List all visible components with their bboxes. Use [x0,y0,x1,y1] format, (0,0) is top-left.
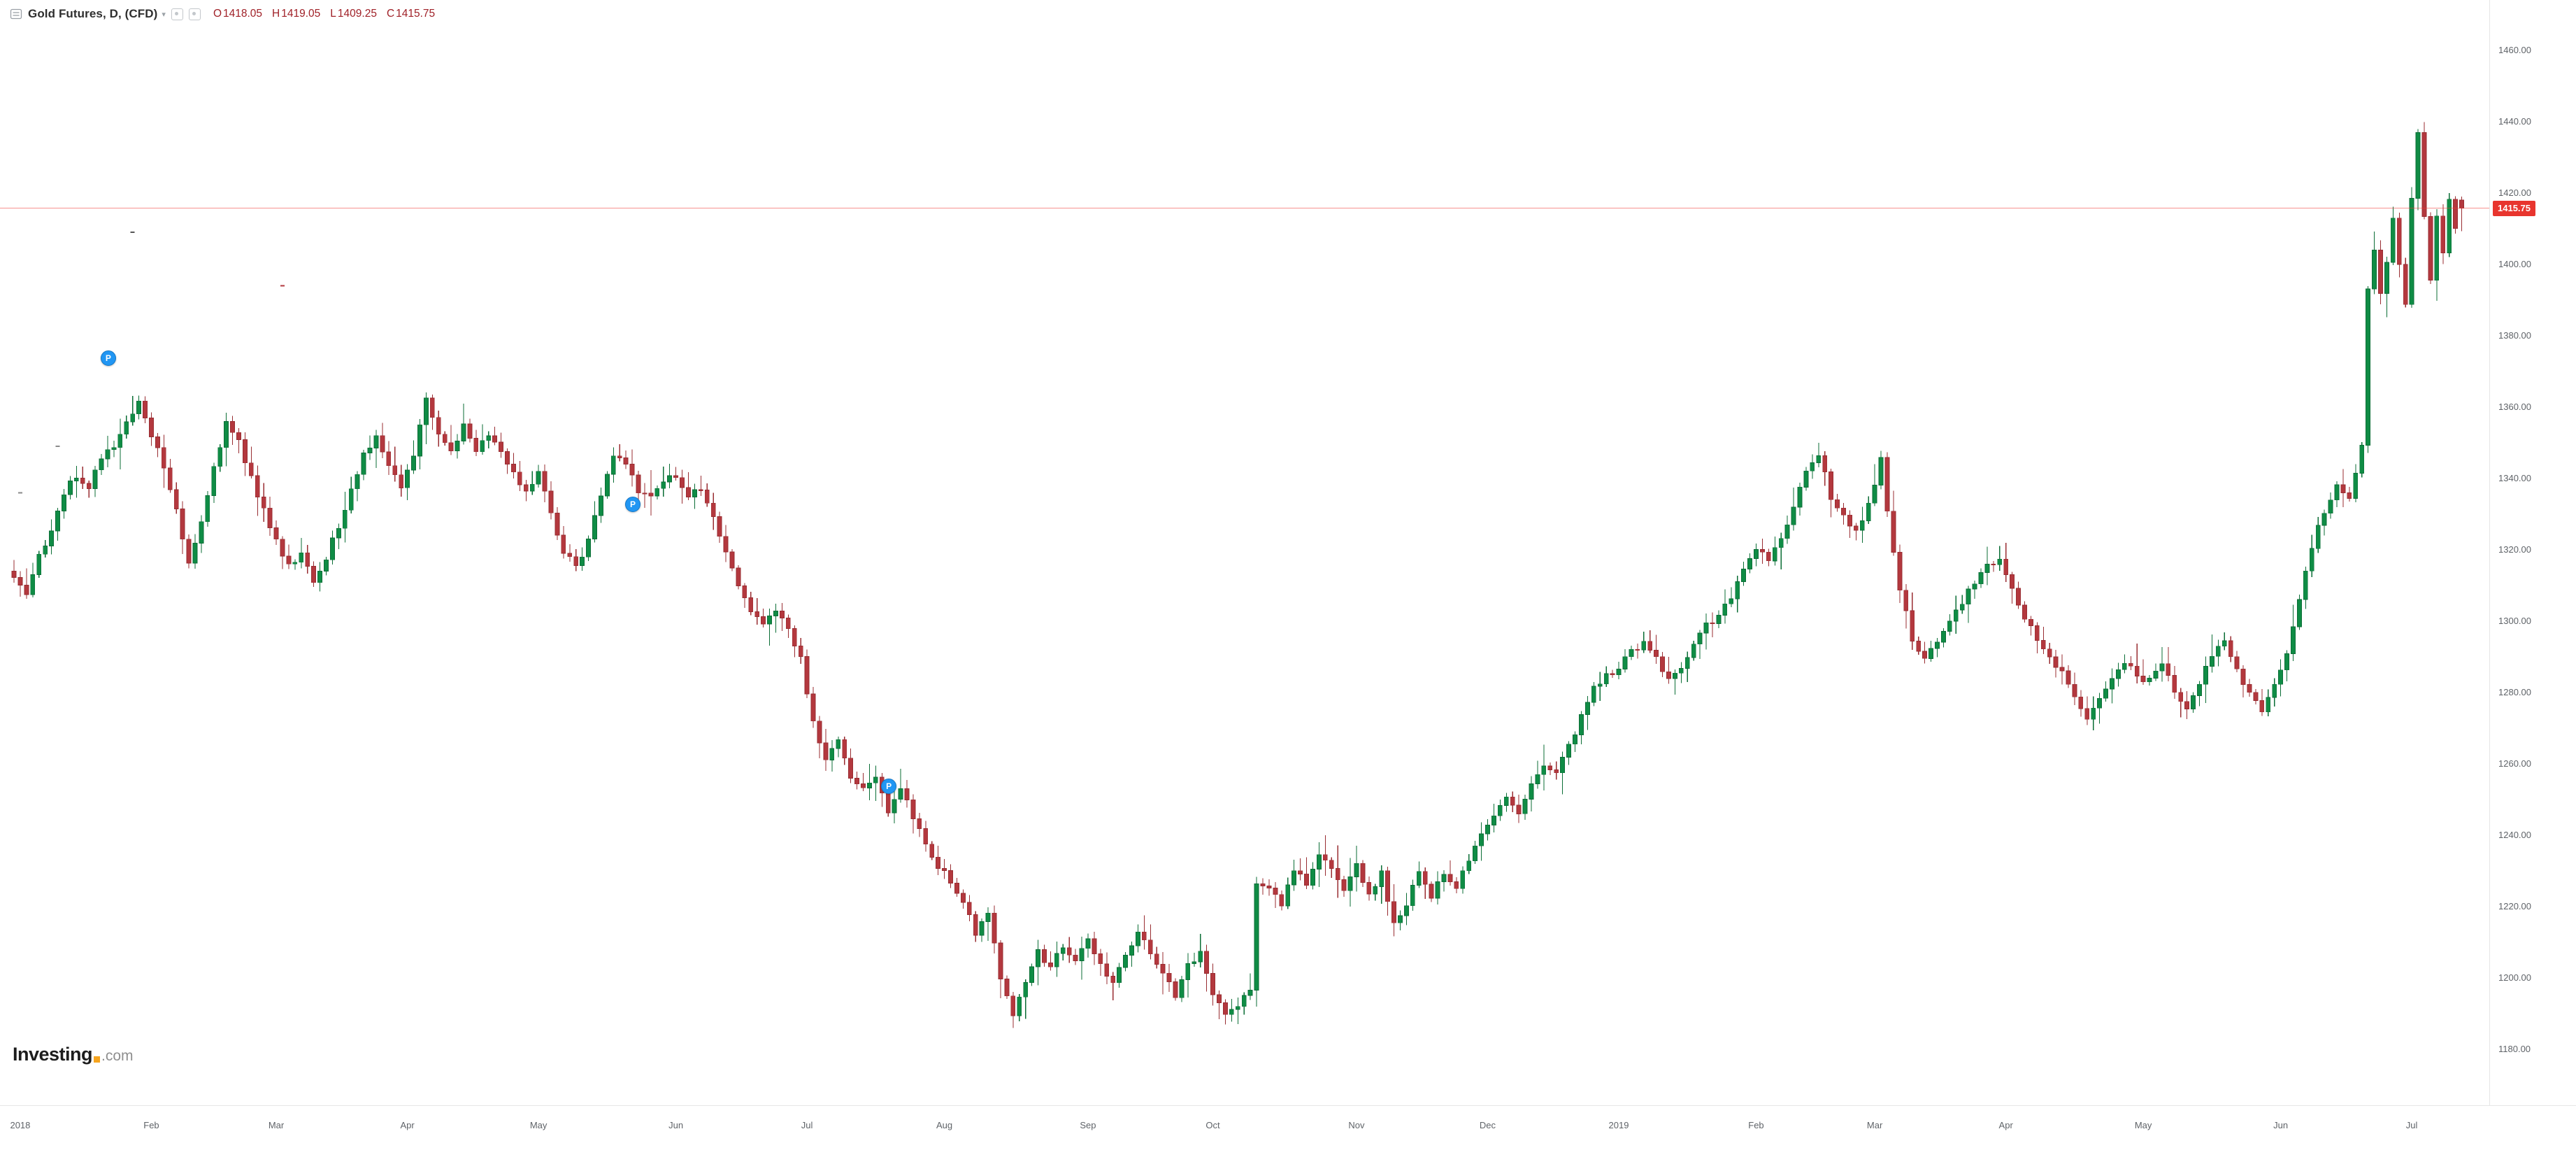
chevron-down-icon[interactable]: ▾ [162,10,166,19]
price-axis-label: 1400.00 [2498,258,2531,269]
high-label: H [272,8,280,20]
ohlc-readout: O 1418.05 H 1419.05 L 1409.25 C 1415.75 [213,8,435,20]
price-axis-label: 1280.00 [2498,686,2531,697]
high-value: 1419.05 [281,8,321,20]
chart-tool-icon-1[interactable] [171,8,183,20]
time-axis-label: Nov [1348,1120,1365,1130]
open-label: O [213,8,222,20]
time-axis-label: May [2134,1120,2152,1130]
time-axis-label: Aug [936,1120,953,1130]
time-axis-label: Mar [1866,1120,1883,1130]
price-axis-label: 1420.00 [2498,187,2531,198]
candles-svg [0,122,2489,1028]
price-axis-label: 1220.00 [2498,900,2531,911]
price-axis-label: 1300.00 [2498,615,2531,626]
time-axis[interactable]: 2018 Feb Mar Apr May Jun Jul Aug Sep Oct Nov Dec 201… [0,1105,2576,1171]
price-axis-label: 1380.00 [2498,329,2531,341]
chart-menu-icon[interactable] [10,8,22,20]
position-marker[interactable]: P [625,496,641,512]
low-label: L [330,8,336,20]
close-label: C [386,8,395,20]
price-axis-label: 1200.00 [2498,972,2531,983]
panel-icon [10,8,22,20]
logo-text: Investing [13,1044,93,1065]
price-axis-label: 1240.00 [2498,829,2531,840]
time-axis-label: Jun [2273,1120,2289,1130]
time-axis-label: Jun [668,1120,684,1130]
time-axis-label: 2019 [1608,1120,1629,1130]
investing-logo[interactable]: Investing .com [13,1044,134,1065]
time-axis-label: Mar [268,1120,285,1130]
open-value: 1418.05 [223,8,263,20]
logo-orange-accent-icon [94,1056,101,1063]
time-axis-label: Feb [1748,1120,1764,1130]
low-value: 1409.25 [337,8,377,20]
chart-tool-icon-2[interactable] [188,8,201,20]
price-axis-label: 1460.00 [2498,44,2531,55]
time-axis-label: Oct [1205,1120,1220,1130]
symbol-title[interactable]: Gold Futures, D, (CFD) [28,7,158,20]
price-axis-label: 1340.00 [2498,472,2531,483]
time-axis-label: Sep [1080,1120,1096,1130]
time-axis-label: Dec [1479,1120,1496,1130]
price-axis[interactable]: 1415.75 1460.00 1440.00 1420.00 1400.00 1380… [2489,0,2576,1105]
price-axis-label: 1180.00 [2498,1043,2531,1054]
close-value: 1415.75 [396,8,436,20]
time-axis-label: Apr [400,1120,415,1130]
time-axis-label: 2018 [10,1120,31,1130]
logo-tld-text: .com [101,1048,134,1064]
price-axis-label: 1440.00 [2498,115,2531,127]
candlestick-chart[interactable]: P P P [0,0,2489,1105]
time-axis-label: Apr [1998,1120,2013,1130]
last-price-tag: 1415.75 [2493,200,2535,216]
price-axis-label: 1360.00 [2498,401,2531,412]
time-axis-label: May [529,1120,548,1130]
chart-legend: Gold Futures, D, (CFD) ▾ O 1418.05 H 1419.… [10,7,435,21]
time-axis-label: Jul [801,1120,813,1130]
position-marker[interactable]: P [881,778,897,794]
price-axis-label: 1260.00 [2498,758,2531,769]
time-axis-label: Feb [143,1120,159,1130]
time-axis-label: Jul [2405,1120,2418,1130]
position-marker[interactable]: P [100,350,116,366]
price-axis-label: 1320.00 [2498,544,2531,555]
